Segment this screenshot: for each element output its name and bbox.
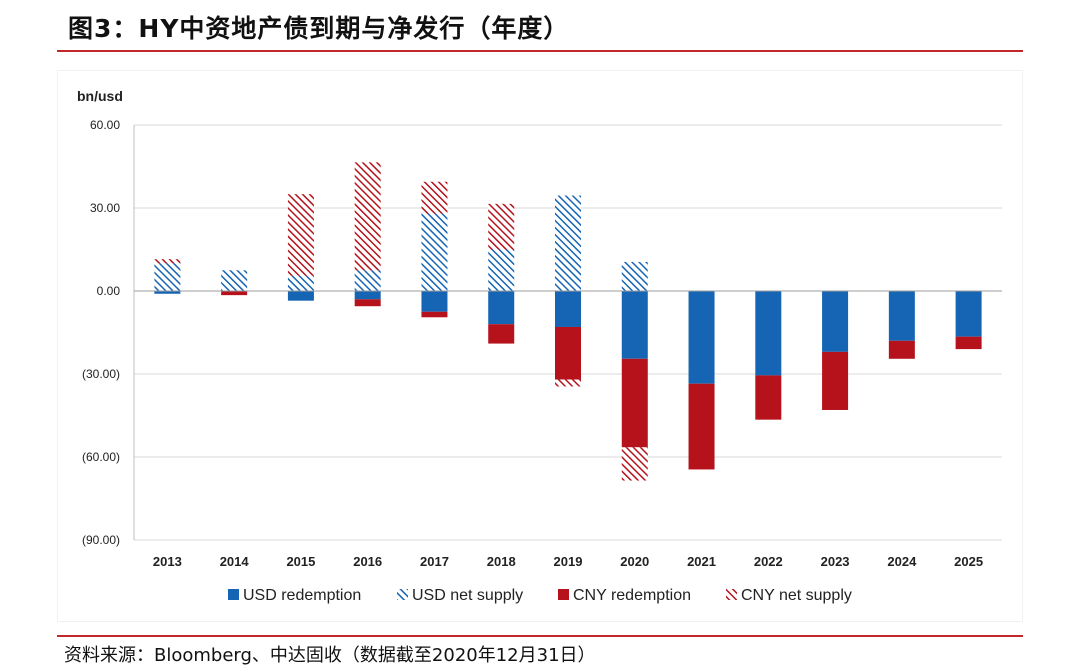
bar-usd-redemption-2022 bbox=[755, 291, 782, 376]
x-tick-label-2018: 2018 bbox=[487, 554, 516, 569]
bar-usd-net-supply-2016 bbox=[354, 270, 381, 291]
x-tick-label-2023: 2023 bbox=[821, 554, 850, 569]
bar-usd-redemption-2024 bbox=[888, 291, 915, 341]
y-tick-label: (30.00) bbox=[82, 367, 120, 381]
x-tick-label-2017: 2017 bbox=[420, 554, 449, 569]
x-axis-category-labels: 2013 2014 2015 2016 2017 2018 2019 2020 2021 2022… bbox=[153, 554, 983, 569]
bar-usd-net-supply-2017 bbox=[421, 213, 448, 291]
bar-usd-redemption-2013 bbox=[154, 291, 181, 294]
x-tick-label-2021: 2021 bbox=[687, 554, 716, 569]
bar-marks bbox=[154, 162, 982, 481]
bar-usd-redemption-2023 bbox=[822, 291, 849, 352]
bar-cny-redemption-2025 bbox=[955, 336, 982, 350]
bar-usd-redemption-2016 bbox=[354, 291, 381, 300]
bar-usd-net-supply-2018 bbox=[488, 249, 515, 291]
y-axis-title: bn/usd bbox=[77, 88, 123, 104]
bar-cny-redemption-2022 bbox=[755, 375, 782, 420]
bar-cny-redemption-2016 bbox=[354, 299, 381, 307]
y-tick-label: (90.00) bbox=[82, 533, 120, 547]
x-tick-label-2013: 2013 bbox=[153, 554, 182, 569]
bar-cny-redemption-2019 bbox=[555, 326, 581, 380]
bar-cny-redemption-2014 bbox=[221, 291, 248, 296]
x-tick-label-2022: 2022 bbox=[754, 554, 783, 569]
source-rule bbox=[57, 635, 1023, 637]
source-note: 资料来源：Bloomberg、中达固收（数据截至2020年12月31日） bbox=[64, 645, 596, 666]
bar-cny-net-supply-2017 bbox=[421, 181, 448, 214]
legend-swatch-cny-redemption bbox=[558, 589, 569, 600]
bar-usd-net-supply-2014 bbox=[221, 270, 248, 291]
bar-cny-net-supply-2020 bbox=[621, 447, 648, 481]
legend-label-cny-redemption: CNY redemption bbox=[573, 587, 691, 604]
bar-usd-redemption-2025 bbox=[955, 291, 982, 337]
x-tick-label-2014: 2014 bbox=[220, 554, 250, 569]
y-tick-label: 60.00 bbox=[90, 118, 120, 132]
bar-usd-redemption-2019 bbox=[555, 291, 581, 327]
legend-label-usd-redemption: USD redemption bbox=[243, 587, 361, 604]
x-tick-label-2016: 2016 bbox=[353, 554, 382, 569]
x-tick-label-2020: 2020 bbox=[620, 554, 649, 569]
bar-usd-net-supply-2013 bbox=[154, 263, 181, 291]
bar-usd-net-supply-2019 bbox=[555, 195, 581, 291]
legend-swatch-cny-net-supply bbox=[726, 589, 737, 600]
bar-cny-net-supply-2016 bbox=[354, 162, 381, 271]
legend-swatch-usd-redemption bbox=[228, 589, 239, 600]
y-axis-tick-labels: 60.00 30.00 0.00 (30.00) (60.00) (90.00) bbox=[82, 118, 120, 547]
bar-cny-net-supply-2013 bbox=[154, 259, 181, 264]
bar-usd-redemption-2015 bbox=[287, 291, 314, 301]
bar-usd-redemption-2021 bbox=[688, 291, 715, 384]
bar-cny-redemption-2020 bbox=[621, 358, 648, 448]
bar-cny-net-supply-2015 bbox=[287, 194, 314, 276]
bar-cny-redemption-2017 bbox=[421, 311, 448, 318]
y-tick-label: 0.00 bbox=[97, 284, 121, 298]
bar-usd-net-supply-2015 bbox=[287, 275, 314, 291]
y-tick-label: (60.00) bbox=[82, 450, 120, 464]
figure-title: 图3：HY中资地产债到期与净发行（年度） bbox=[68, 14, 570, 43]
bar-cny-net-supply-2018 bbox=[488, 203, 515, 250]
legend: USD redemption USD net supply CNY redempti… bbox=[228, 587, 852, 604]
x-tick-label-2015: 2015 bbox=[286, 554, 315, 569]
bar-usd-redemption-2018 bbox=[488, 291, 515, 325]
y-tick-label: 30.00 bbox=[90, 201, 120, 215]
legend-label-cny-net-supply: CNY net supply bbox=[741, 587, 852, 604]
x-tick-label-2025: 2025 bbox=[954, 554, 983, 569]
legend-swatch-usd-net-supply bbox=[397, 589, 408, 600]
bar-usd-redemption-2017 bbox=[421, 291, 448, 312]
bar-cny-redemption-2018 bbox=[488, 324, 515, 344]
bar-cny-net-supply-2019 bbox=[555, 379, 581, 387]
chart-panel: 60.00 30.00 0.00 (30.00) (60.00) (90.00) bn/u… bbox=[57, 70, 1023, 622]
x-tick-label-2024: 2024 bbox=[887, 554, 917, 569]
bar-usd-redemption-2020 bbox=[621, 291, 648, 359]
legend-label-usd-net-supply: USD net supply bbox=[412, 587, 523, 604]
stacked-bar-chart: 60.00 30.00 0.00 (30.00) (60.00) (90.00) bn/u… bbox=[77, 88, 1002, 604]
bar-cny-redemption-2021 bbox=[688, 383, 715, 470]
bar-cny-redemption-2024 bbox=[888, 340, 915, 359]
x-tick-label-2019: 2019 bbox=[554, 554, 583, 569]
bar-cny-redemption-2023 bbox=[822, 351, 849, 410]
title-rule bbox=[57, 50, 1023, 52]
bar-usd-net-supply-2020 bbox=[621, 261, 648, 291]
